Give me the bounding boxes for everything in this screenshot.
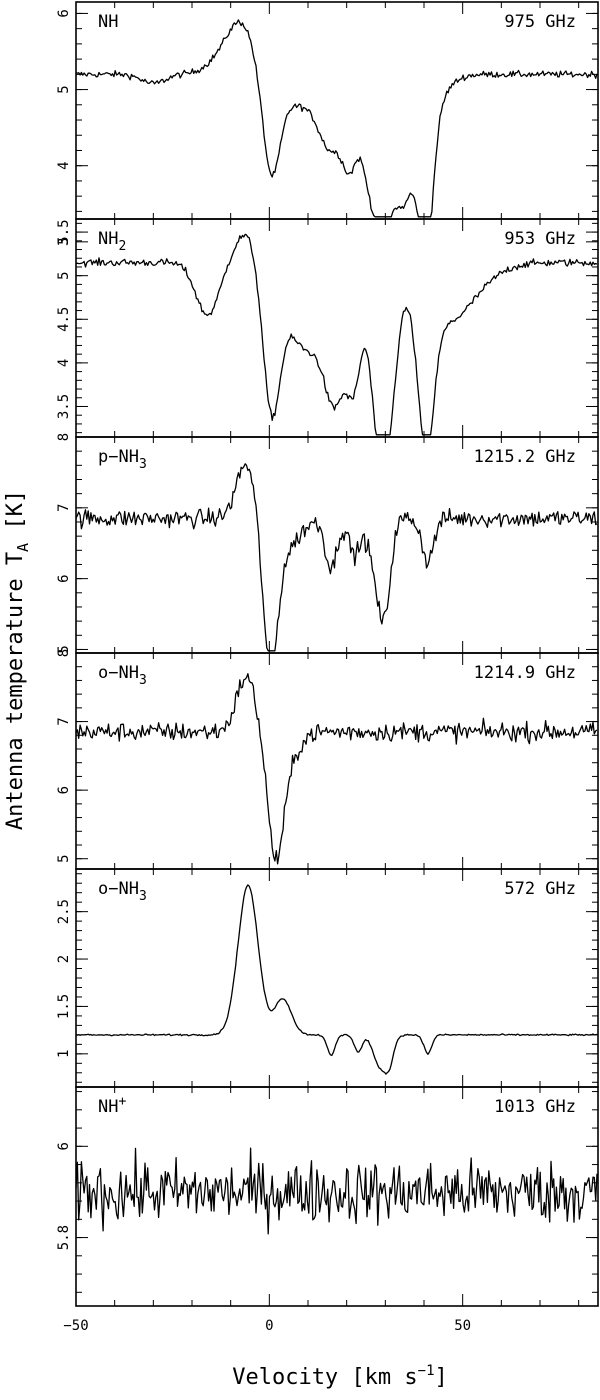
y-tick-label: 5 [56,85,72,93]
x-axis-title-sup: −1 [418,1363,435,1379]
y-tick-label: 3 [56,238,72,246]
spectrum-line-o-NH3-572 [75,884,598,1075]
spectrum-line-NH+ [75,1147,598,1235]
spectrum-line-p-NH3 [75,463,598,652]
y-axis-title: Antenna temperature TA [K] [3,490,32,830]
y-tick-label: 7 [56,504,72,512]
y-tick-label: 2.5 [56,899,72,924]
panel-p-NH3: 5 6 7 8 p−NH3 1215.2 GHz [56,433,599,654]
x-axis-title: Velocity [km s−1] [232,1363,448,1390]
panel-frame [75,652,599,870]
y-axis-title-close: [K] [3,490,28,543]
species-label: p−NH3 [98,447,147,472]
y-tick-label: 5 [56,271,72,279]
y-tick-label: 3.5 [56,394,72,419]
y-tick-label: 6 [56,9,72,17]
frequency-label: 1214.9 GHz [474,663,576,683]
frequency-label: 953 GHz [504,229,576,249]
frequency-label: 1013 GHz [494,1097,576,1117]
x-tick-label: −50 [63,1318,88,1334]
y-tick-label: 5.5 [56,219,72,244]
y-tick-label: 5 [56,854,72,862]
species-label: NH2 [98,229,126,254]
panel-NH+: 5.8 6 NH+ 1013 GHz −50 0 50 [56,1086,599,1334]
panel-NH2: 3.5 4 4.5 5 5.5 NH2 953 GHz [56,218,599,438]
panels-group: 3 4 5 6 NH 975 GHz 3.5 4 4.5 5 5.5 NH2 953 GHz 5 6 7 8 p−… [56,1,599,1334]
frequency-label: 572 GHz [504,879,576,899]
spectrum-line-o-NH3-1214 [75,673,598,865]
panel-NH: 3 4 5 6 NH 975 GHz [56,1,599,246]
y-tick-label: 1 [56,1050,72,1058]
panel-frame [75,436,599,654]
y-axis-title-sub: A [14,543,32,552]
y-tick-label: 6 [56,574,72,582]
panel-o-NH3-572: 1 1.5 2 2.5 o−NH3 572 GHz [56,868,599,1088]
frequency-label: 975 GHz [504,12,576,32]
y-tick-label: 7 [56,717,72,725]
species-label: NH [98,12,118,32]
panel-frame [75,1,599,220]
y-tick-label: 5 [56,645,72,653]
y-tick-label: 6 [56,786,72,794]
species-label: NH+ [98,1094,126,1117]
y-tick-label: 4 [56,161,72,169]
y-tick-label: 1.5 [56,994,72,1019]
y-tick-label: 4 [56,359,72,367]
x-axis-title-close: ] [435,1365,448,1390]
y-tick-label: 4.5 [56,307,72,332]
y-tick-label: 8 [56,433,72,441]
species-label: o−NH3 [98,879,147,904]
species-label: o−NH3 [98,663,147,688]
x-tick-label: 0 [265,1318,273,1334]
frequency-label: 1215.2 GHz [474,447,576,467]
panel-o-NH3-1214: 5 6 7 8 o−NH3 1214.9 GHz [56,649,599,870]
x-tick-label: 50 [454,1318,471,1334]
y-tick-label: 8 [56,649,72,657]
y-tick-label: 6 [56,1142,72,1150]
spectrum-line-NH2 [75,233,598,436]
y-tick-label: 5.8 [56,1225,72,1250]
spectrum-line-NH [75,19,598,218]
y-tick-label: 2 [56,955,72,963]
panel-frame [75,868,599,1088]
panel-frame [75,1086,599,1307]
